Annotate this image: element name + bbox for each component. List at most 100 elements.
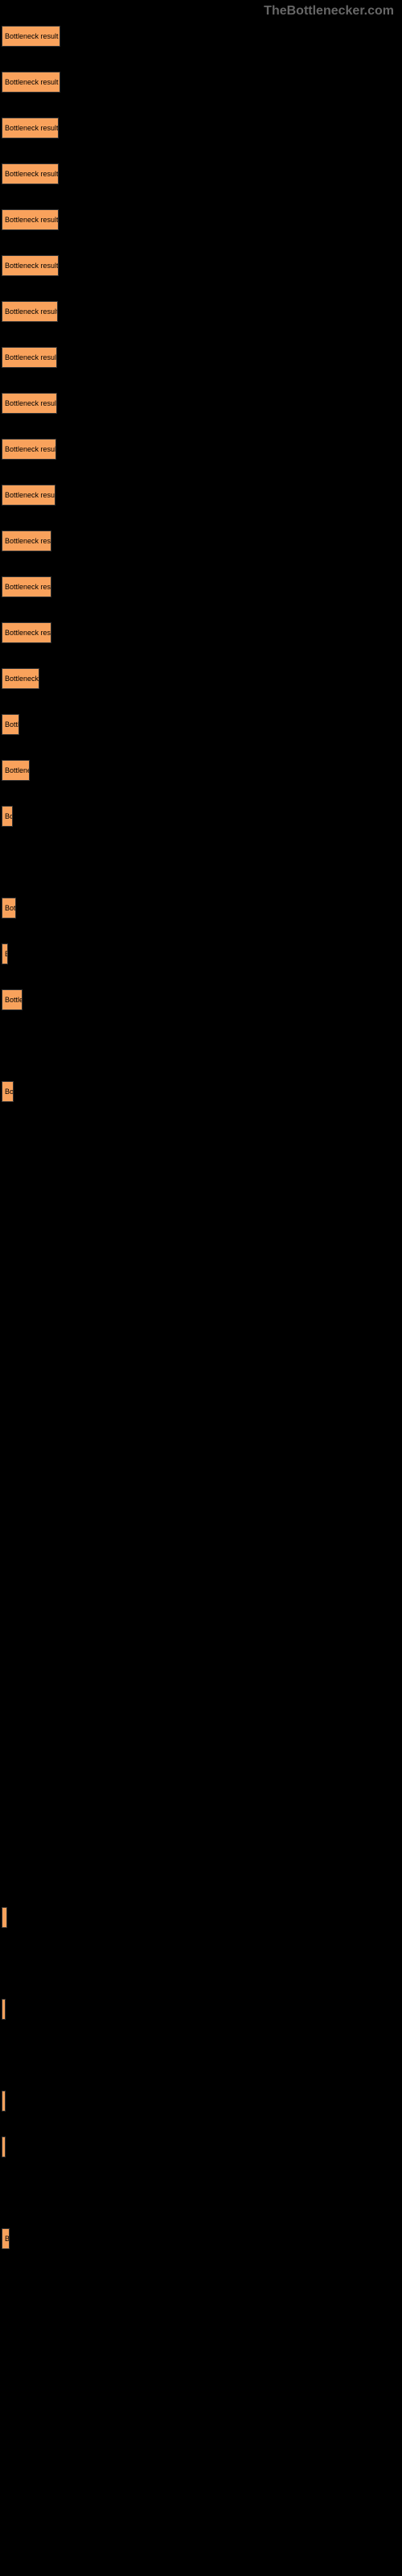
bar-label <box>2 208 402 209</box>
bar: Bottleneck result <box>2 393 57 414</box>
bar-label <box>2 896 402 898</box>
bar-row <box>2 1676 402 1722</box>
bar-row: Bottleneck result <box>2 116 402 162</box>
bar-text: Bottleneck result <box>5 124 58 132</box>
bar-row <box>2 1309 402 1355</box>
bar: Bottleneck <box>2 806 13 827</box>
bar-text: Bottleneck result <box>5 308 57 316</box>
bar-label <box>2 1768 402 1769</box>
bar-text: Bottleneck result <box>5 32 59 40</box>
bar: Bottleneck result <box>2 576 51 597</box>
bar-label <box>2 1401 402 1402</box>
bar <box>2 2136 6 2157</box>
bar-label <box>2 1997 402 1999</box>
bar-row <box>2 2364 402 2410</box>
bar-row: B <box>2 942 402 988</box>
watermark: TheBottlenecker.com <box>264 4 394 19</box>
bar: Bottleneck <box>2 714 19 735</box>
bar-row <box>2 1768 402 1814</box>
bar-label <box>2 621 402 622</box>
bar-text: Bottleneck <box>5 675 39 683</box>
bar <box>2 1907 7 1928</box>
bar: Bottleneck result <box>2 26 60 47</box>
bar-row <box>2 1630 402 1676</box>
bar: Bottleneck <box>2 668 39 689</box>
bar-label <box>2 1217 402 1219</box>
bar-label <box>2 391 402 393</box>
bar-row: Bottleneck <box>2 896 402 942</box>
bar-label <box>2 1125 402 1127</box>
bar-row: Bottleneck <box>2 988 402 1034</box>
bar-label <box>2 116 402 118</box>
bar-row <box>2 1997 402 2043</box>
bar-label <box>2 2043 402 2045</box>
bar-label <box>2 483 402 485</box>
bar-label <box>2 1814 402 1815</box>
bar-text: Bottleneck result <box>5 262 58 270</box>
bar-label <box>2 712 402 714</box>
bar-label <box>2 1034 402 1035</box>
bar-text: Bottleneck result <box>5 78 59 86</box>
bar-row <box>2 2318 402 2364</box>
bar-row: Bottleneck result <box>2 529 402 575</box>
bar-row <box>2 1814 402 1860</box>
bar-text: B <box>5 2235 9 2243</box>
bar-row <box>2 2273 402 2318</box>
bar-text: Bottleneck result <box>5 170 58 178</box>
bar-row: Bottleneck result <box>2 208 402 254</box>
bar-row <box>2 1447 402 1492</box>
bar-row: Bottleneck <box>2 712 402 758</box>
bar-label <box>2 1860 402 1861</box>
bar: Bottleneck result <box>2 439 56 460</box>
bar-row: B <box>2 2227 402 2273</box>
bar-text: Bottleneck <box>5 904 15 912</box>
bar-row: Bottleneck result <box>2 575 402 621</box>
bar-text: Bottleneck <box>5 720 18 729</box>
bar-label <box>2 1309 402 1311</box>
bar-text: Bottleneck result <box>5 399 56 407</box>
bar-text: Bottleneck <box>5 766 29 774</box>
bar: Bottleneck result <box>2 622 51 643</box>
bar-row <box>2 1584 402 1630</box>
bar-label <box>2 667 402 668</box>
bar-text: Bottleneck result <box>5 537 51 545</box>
bar-row <box>2 1951 402 1997</box>
bar <box>2 1999 6 2020</box>
bar-label <box>2 2089 402 2091</box>
bar-text: Bottleneck result <box>5 353 56 361</box>
bar: Bottleneck result <box>2 118 59 138</box>
bar-label <box>2 850 402 852</box>
bar-label <box>2 1263 402 1265</box>
bar-row: Bottleneck result <box>2 391 402 437</box>
bar-row: Bottleneck <box>2 758 402 804</box>
bar-label <box>2 437 402 439</box>
bar-row <box>2 2089 402 2135</box>
bar-label <box>2 1538 402 1540</box>
bar-text: Bottleneck result <box>5 491 55 499</box>
bar-label <box>2 1080 402 1081</box>
bar-row: Bottleneck result <box>2 345 402 391</box>
bar-row <box>2 2181 402 2227</box>
bar-row: Bottleneck <box>2 804 402 850</box>
bar-row <box>2 1492 402 1538</box>
bar-label <box>2 2318 402 2320</box>
bar <box>2 2091 6 2112</box>
bar-row <box>2 1860 402 1905</box>
bar-label <box>2 575 402 576</box>
bar-text: Bottleneck result <box>5 583 51 591</box>
bar: Bottleneck result <box>2 72 60 93</box>
bar-label <box>2 345 402 347</box>
bar-label <box>2 942 402 943</box>
bar-label <box>2 1951 402 1953</box>
bar-label <box>2 1355 402 1356</box>
bar-row: Bottleneck result <box>2 254 402 299</box>
bar-label <box>2 2364 402 2366</box>
bar-label <box>2 1722 402 1724</box>
bar-row: Bottleneck result <box>2 24 402 70</box>
bar-row: Bottleneck result <box>2 70 402 116</box>
bar-label <box>2 299 402 301</box>
bar: Bottleneck <box>2 760 30 781</box>
bar-text: Bottleneck result <box>5 629 51 637</box>
bar-text: B <box>5 950 7 958</box>
bar-label <box>2 1447 402 1448</box>
